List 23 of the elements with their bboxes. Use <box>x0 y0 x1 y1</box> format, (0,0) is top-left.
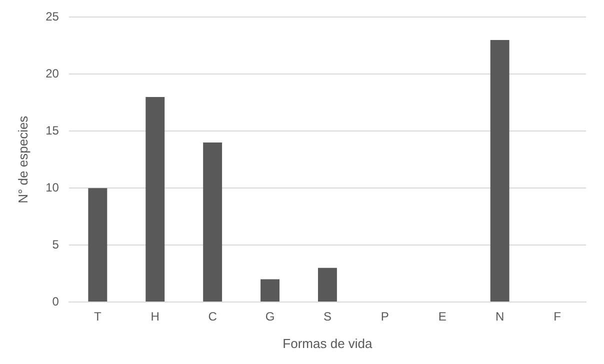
bar <box>318 268 337 302</box>
bar <box>203 142 222 302</box>
x-tick-label: N <box>495 310 504 324</box>
x-tick-label: H <box>150 310 160 324</box>
bar <box>146 96 165 302</box>
y-tick-label: 15 <box>46 123 60 138</box>
y-axis-title: N° de especies <box>15 115 30 204</box>
y-tick-label: 20 <box>46 66 60 80</box>
x-tick-label: P <box>380 310 389 324</box>
bar <box>260 279 280 302</box>
bar <box>88 188 108 302</box>
x-axis-title: Formas de vida <box>282 336 374 351</box>
x-tick-label: G <box>265 310 275 324</box>
y-tick-label: 25 <box>46 10 60 24</box>
x-tick-label: T <box>94 310 102 324</box>
y-tick-label: 5 <box>52 237 60 252</box>
x-tick-label: E <box>438 310 446 324</box>
x-tick-label: C <box>208 310 218 324</box>
y-tick-label: 0 <box>52 294 60 308</box>
bar <box>490 40 510 302</box>
x-tick-label: S <box>323 310 332 324</box>
y-tick-label: 10 <box>46 180 60 194</box>
x-tick-label: F <box>554 310 561 324</box>
